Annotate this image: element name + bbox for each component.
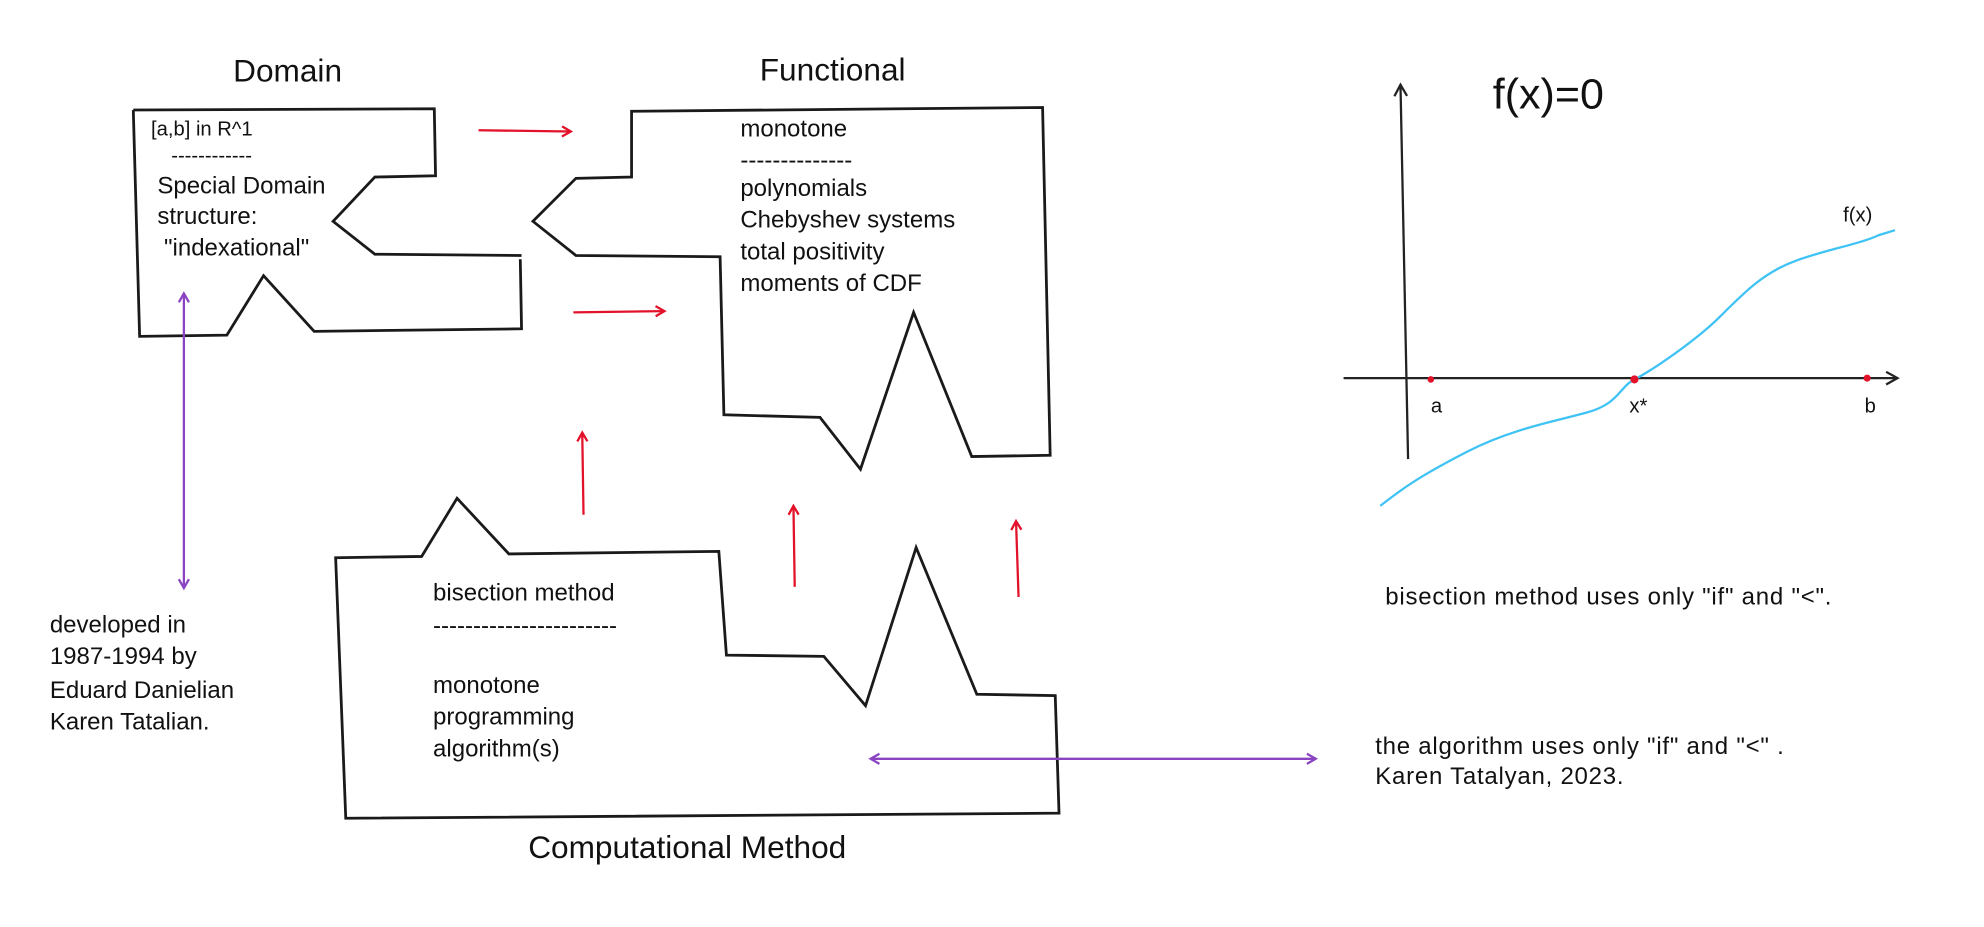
algorithm-note-line: the algorithm uses only "if" and "<" .	[1375, 733, 1784, 760]
functional-line: Chebyshev systems	[740, 207, 955, 234]
domain-title: Domain	[233, 53, 342, 89]
graph-title: f(x)=0	[1493, 71, 1604, 119]
history-note: developed in 1987-1994 by Eduard Danieli…	[50, 611, 234, 735]
functional-line: --------------	[740, 147, 852, 174]
bisection-note: bisection method uses only "if" and "<".	[1385, 584, 1832, 611]
history-line: developed in	[50, 611, 186, 638]
computational-box: bisection method -----------------------…	[334, 495, 1061, 820]
point-a	[1427, 376, 1435, 383]
point-root	[1630, 375, 1639, 384]
functional-line: moments of CDF	[740, 270, 921, 297]
history-line: 1987-1994 by	[50, 643, 197, 670]
algorithm-note-line: Karen Tatalyan, 2023.	[1375, 763, 1624, 790]
arrow-method-to-functional-right	[1010, 518, 1023, 597]
arrow-domain-to-functional	[478, 125, 574, 138]
point-b	[1863, 374, 1871, 382]
functional-box: monotone -------------- polynomials Cheb…	[530, 106, 1052, 473]
label-a: a	[1431, 396, 1443, 418]
computational-line: algorithm(s)	[433, 735, 560, 762]
history-line: Eduard Danielian	[50, 677, 234, 704]
computational-line: -----------------------	[433, 613, 617, 640]
functional-title: Functional	[760, 51, 906, 87]
computational-title: Computational Method	[528, 829, 846, 865]
computational-line: monotone	[433, 672, 540, 699]
curve-label: f(x)	[1843, 205, 1872, 227]
functional-line: monotone	[740, 116, 847, 143]
computational-line: programming	[433, 704, 574, 731]
domain-line: structure:	[157, 203, 257, 230]
arrow-method-to-domain	[576, 430, 589, 515]
arrow-method-to-functional	[787, 503, 800, 587]
domain-line: Special Domain	[157, 173, 325, 200]
functional-line: total positivity	[740, 238, 884, 265]
history-line: Karen Tatalian.	[50, 709, 210, 736]
y-axis	[1393, 82, 1410, 460]
domain-line: ------------	[171, 145, 252, 167]
function-graph: f(x)=0 a x* b f(x)	[1343, 71, 1900, 507]
label-b: b	[1865, 396, 1876, 418]
domain-line: [a,b] in R^1	[151, 119, 253, 141]
domain-line: "indexational"	[157, 234, 309, 261]
computational-line: bisection method	[433, 580, 615, 607]
function-curve	[1379, 229, 1896, 507]
arrow-domain-to-functional-lower	[573, 305, 667, 318]
label-root: x*	[1629, 396, 1647, 418]
red-arrows	[478, 125, 1023, 597]
functional-line: polynomials	[740, 175, 867, 202]
domain-box: [a,b] in R^1 ------------ Special Domain…	[131, 107, 523, 338]
